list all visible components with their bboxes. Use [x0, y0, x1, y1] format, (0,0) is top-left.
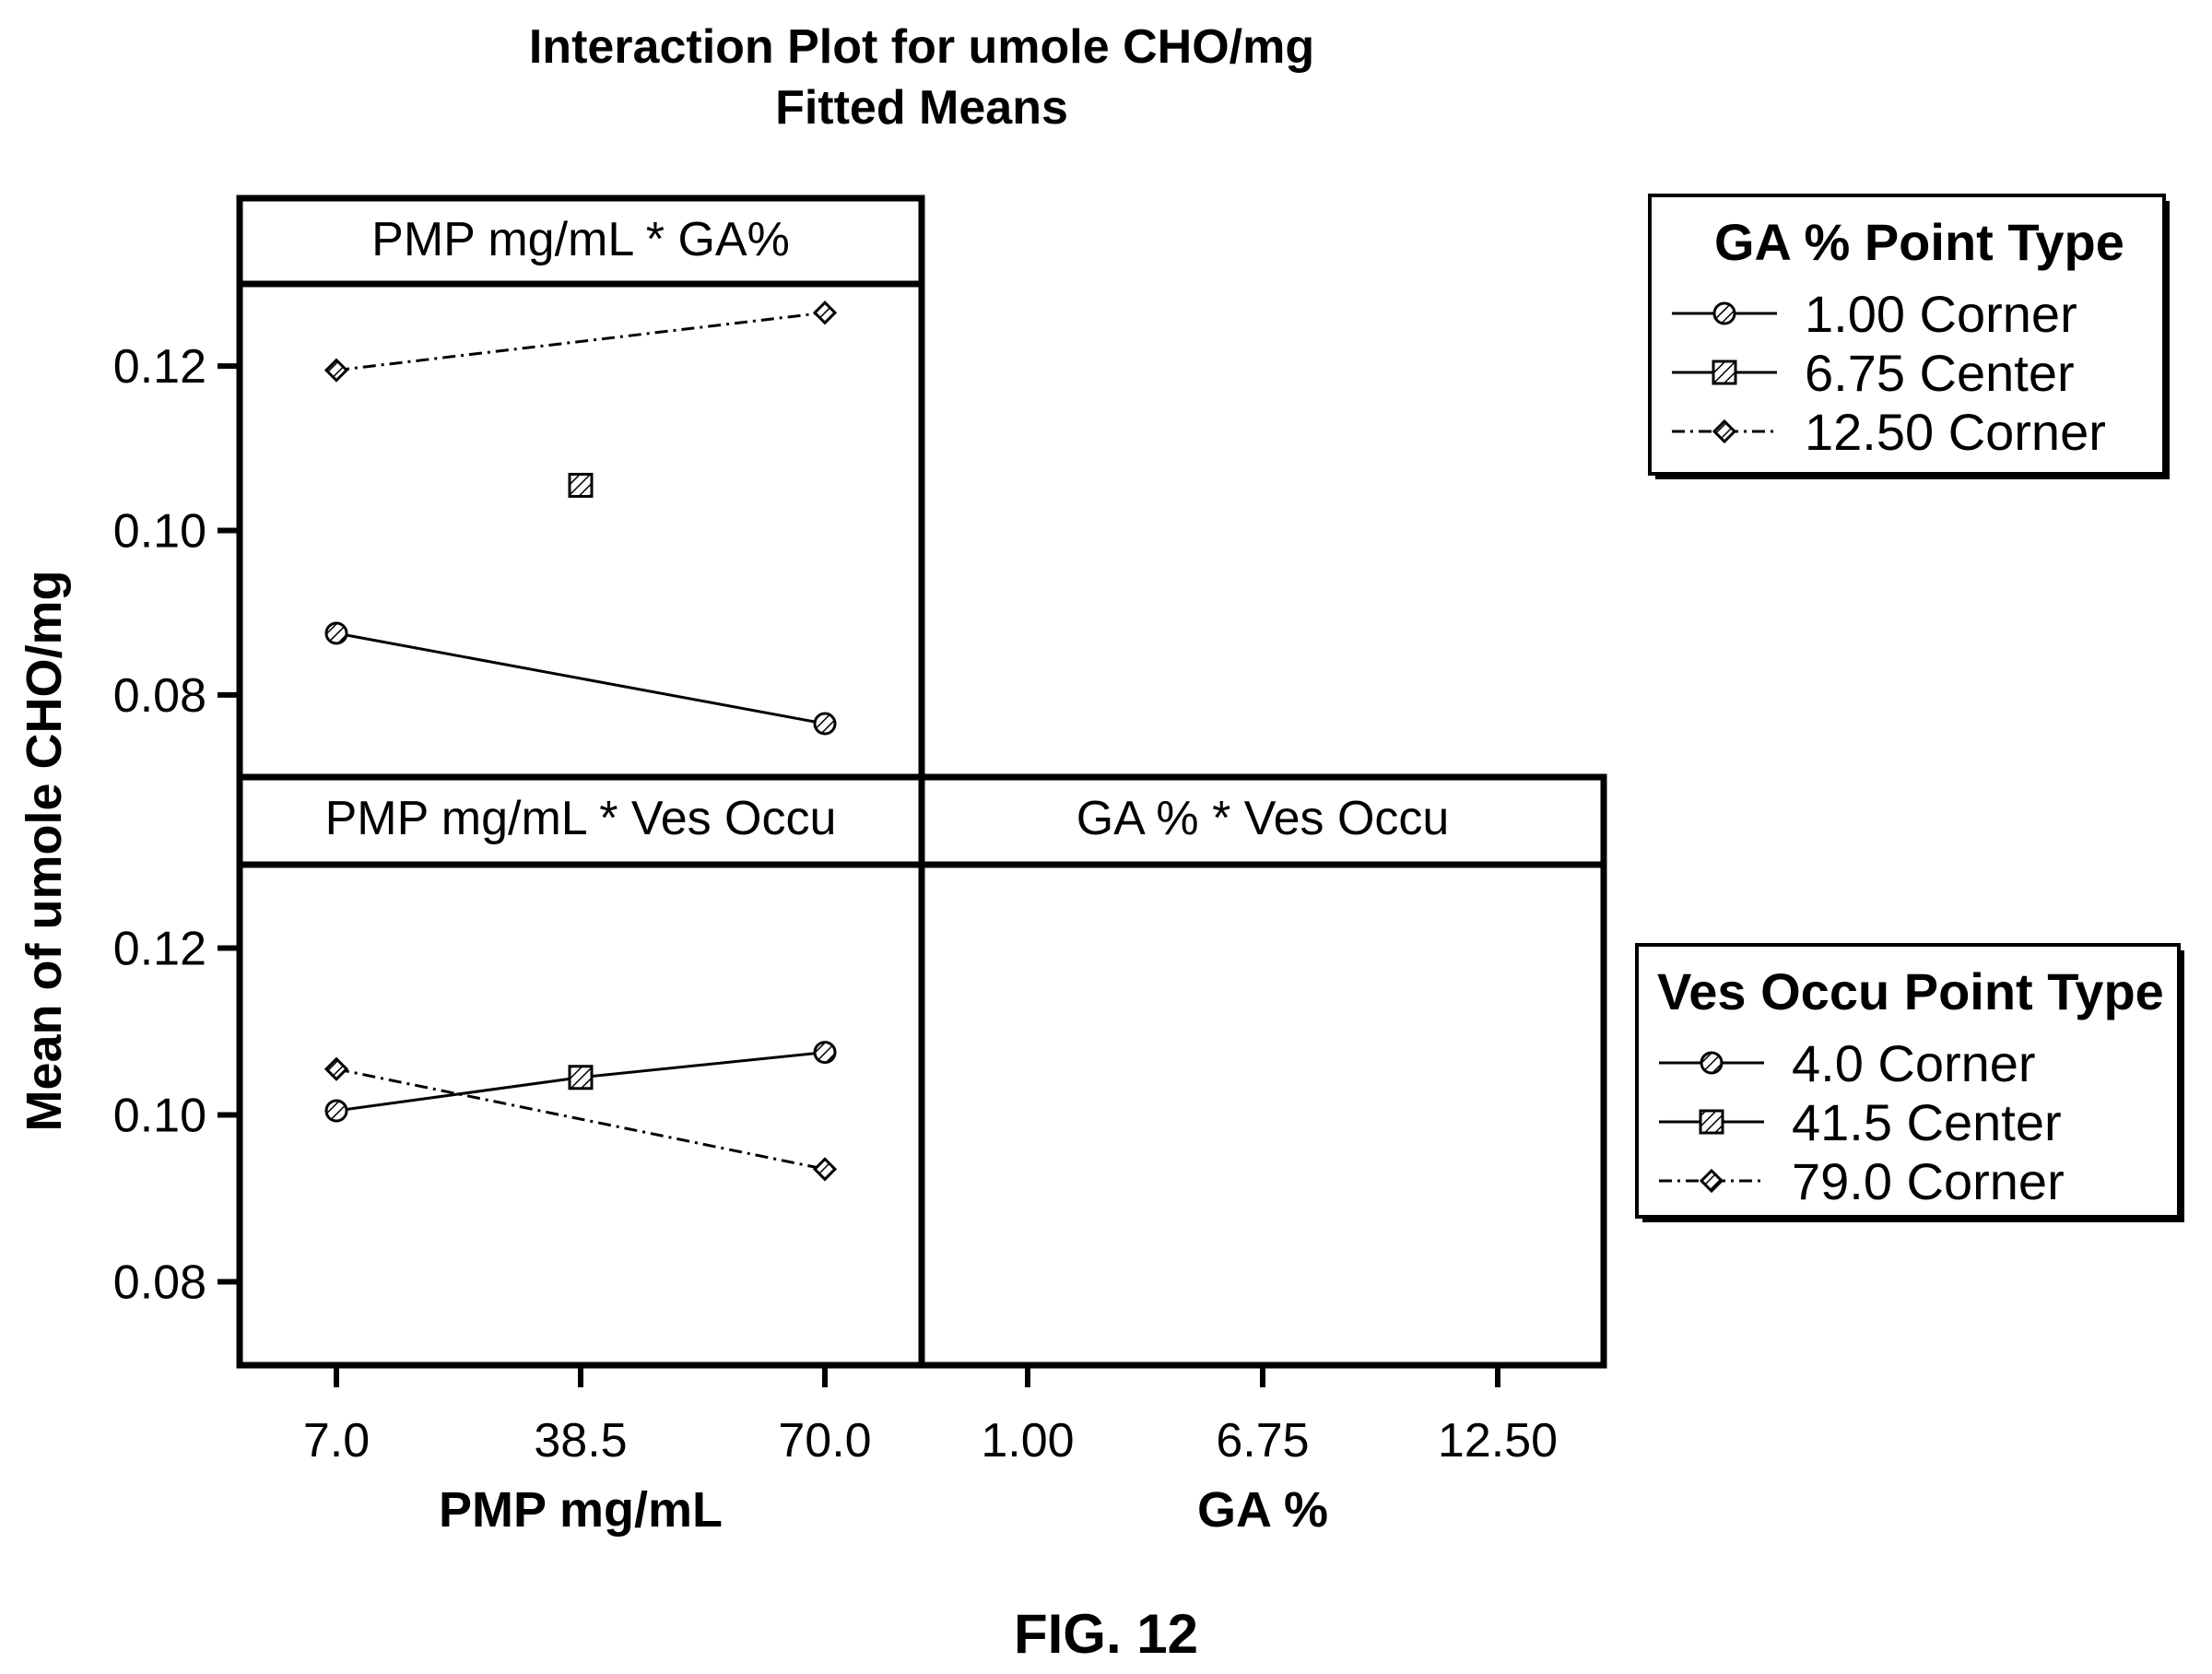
legend-entry: 41.5 Center — [1659, 1093, 2062, 1151]
legend-label: 79.0 Corner — [1792, 1152, 2065, 1210]
panel-frame — [918, 861, 1607, 1369]
x-axis-label: GA % — [1197, 1482, 1328, 1538]
x-tick-label: 6.75 — [1216, 1414, 1309, 1468]
data-point — [324, 1056, 349, 1081]
data-point — [324, 1099, 348, 1123]
y-tick-label: 0.10 — [113, 505, 206, 559]
chart-subtitle: Fitted Means — [775, 81, 1068, 135]
series-line — [335, 631, 826, 725]
y-tick-label: 0.10 — [113, 1090, 206, 1143]
chart-title: Interaction Plot for umole CHO/mg — [529, 20, 1314, 74]
legend-marker — [1712, 418, 1737, 444]
legend-box — [1648, 194, 2166, 476]
legend-box — [1635, 943, 2181, 1219]
legend-entry: 4.0 Corner — [1659, 1034, 2036, 1092]
series-1 — [324, 621, 837, 736]
series-3 — [324, 1056, 838, 1182]
legend-title: Ves Occu Point Type — [1657, 962, 2164, 1020]
panel-2: PMP mg/mL * Ves Occu 0.08 0.10 0.12 — [113, 773, 925, 1369]
panel-1: PMP mg/mL * GA% 0.08 0.10 0.12 — [113, 195, 925, 781]
panel-frame — [236, 280, 925, 781]
data-point — [568, 472, 594, 498]
figure-caption: FIG. 12 — [1014, 1603, 1198, 1665]
series-3 — [324, 301, 838, 383]
data-point — [813, 1041, 837, 1065]
y-tick-label: 0.12 — [113, 923, 206, 976]
legend-entry: 6.75 Center — [1672, 344, 2075, 402]
legend-label: 12.50 Corner — [1805, 403, 2106, 461]
legend-label: 6.75 Center — [1805, 344, 2075, 402]
legend-marker — [1699, 1168, 1724, 1194]
series-2 — [568, 1065, 594, 1090]
x-tick-label: 38.5 — [534, 1414, 627, 1468]
data-point — [324, 358, 349, 383]
x-tick-label: 7.0 — [303, 1414, 370, 1468]
x-axis-1: 7.0 38.5 70.0 PMP mg/mL — [303, 1365, 872, 1538]
y-tick-label: 0.08 — [113, 1256, 206, 1310]
x-tick-label: 70.0 — [778, 1414, 871, 1468]
series-line — [335, 311, 826, 372]
x-axis-2: 1.00 6.75 12.50 GA % — [981, 1365, 1558, 1538]
y-axis-label: Mean of umole CHO/mg — [17, 570, 72, 1131]
x-tick-label: 1.00 — [981, 1414, 1074, 1468]
x-axis-label: PMP mg/mL — [439, 1482, 723, 1538]
y-tick-label: 0.12 — [113, 340, 206, 394]
x-tick-label: 12.50 — [1438, 1414, 1558, 1468]
data-point — [812, 301, 838, 325]
strip-label: GA % * Ves Occu — [1077, 792, 1450, 845]
panel-3: GA % * Ves Occu — [918, 773, 1607, 1369]
strip-box — [918, 773, 1607, 868]
legend-label: 41.5 Center — [1792, 1093, 2062, 1151]
legend-title: GA % Point Type — [1714, 213, 2124, 271]
legend-label: 4.0 Corner — [1792, 1034, 2036, 1092]
data-point — [812, 1157, 838, 1182]
legend-label: 1.00 Corner — [1805, 285, 2077, 343]
legend-marker — [1712, 301, 1736, 325]
legend-marker — [1700, 1051, 1724, 1075]
legend-entry: 79.0 Corner — [1659, 1152, 2065, 1210]
series-line — [335, 1067, 826, 1171]
data-point — [324, 621, 348, 645]
strip-label: PMP mg/mL * Ves Occu — [325, 792, 837, 845]
legend-marker — [1712, 360, 1737, 385]
data-point — [813, 712, 837, 736]
legend-entry: 12.50 Corner — [1672, 403, 2106, 461]
strip-label: PMP mg/mL * GA% — [371, 213, 790, 266]
data-point — [568, 1065, 594, 1090]
legend-marker — [1699, 1109, 1724, 1135]
strip-box — [236, 773, 925, 868]
y-tick-label: 0.08 — [113, 669, 206, 723]
series-2 — [568, 472, 594, 498]
x-axes: 7.0 38.5 70.0 PMP mg/mL 1.00 6.75 12.50 GA % — [303, 1365, 1558, 1538]
legend-entry: 1.00 Corner — [1672, 285, 2077, 343]
